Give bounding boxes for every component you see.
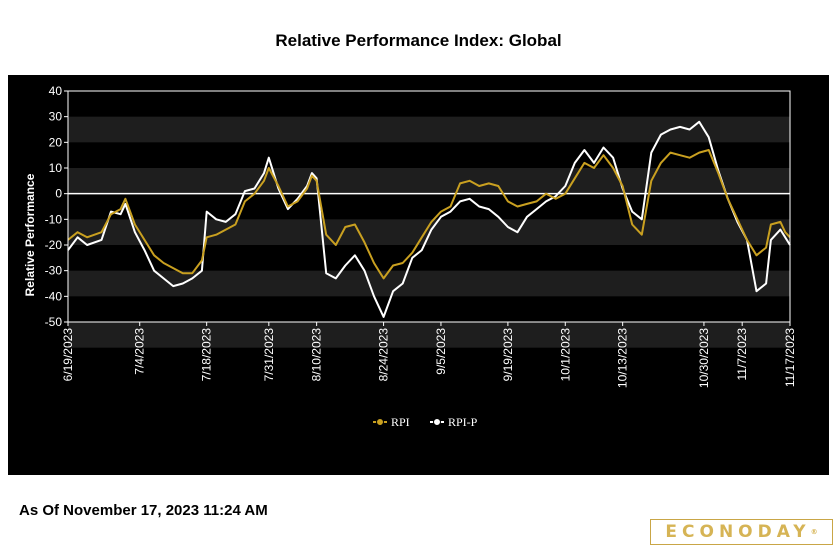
y-tick-label: -50 xyxy=(45,315,63,329)
x-tick-label: 9/19/2023 xyxy=(501,328,515,382)
x-tick-label: 9/5/2023 xyxy=(434,328,448,375)
plot-frame xyxy=(67,90,791,323)
econoday-logo: ECONODAY ® xyxy=(650,519,833,545)
y-tick-label: 20 xyxy=(49,135,63,149)
x-tick-label: 11/17/2023 xyxy=(783,328,797,387)
grid-band xyxy=(68,270,790,297)
chart-legend: RPI RPI-P xyxy=(373,415,478,429)
legend-label-rpi-p: RPI-P xyxy=(448,415,478,429)
series-line-rpi-p xyxy=(67,120,791,318)
y-tick-label: -30 xyxy=(45,264,63,278)
x-tick-label: 6/19/2023 xyxy=(61,328,75,382)
chart-panel: 40 30 20 10 0 -10 -20 -30 -40 -50 6/19/2023 7/4/202… xyxy=(8,75,833,545)
y-tick-label: 0 xyxy=(55,187,62,201)
grid-band xyxy=(68,219,790,245)
x-tick-label: 11/7/2023 xyxy=(735,328,749,381)
legend-marker-rpi xyxy=(376,418,384,426)
grid-band xyxy=(68,322,790,348)
logo-registered-mark: ® xyxy=(810,528,818,536)
y-tick-label: -10 xyxy=(45,212,63,226)
x-tick-label: 10/13/2023 xyxy=(616,328,630,388)
logo-text: ECONODAY xyxy=(665,522,811,542)
grid-band xyxy=(68,116,790,143)
series-line-rpi xyxy=(67,149,791,280)
legend-marker-rpi-p xyxy=(433,418,441,426)
as-of-timestamp: As Of November 17, 2023 11:24 AM xyxy=(19,502,268,519)
legend-label-rpi: RPI xyxy=(391,415,410,429)
x-tick-label: 8/24/2023 xyxy=(377,328,391,382)
y-tick-label: 10 xyxy=(49,161,63,175)
y-tick-label: -40 xyxy=(45,289,63,303)
grid-band xyxy=(68,168,790,194)
y-axis-label: Relative Performance xyxy=(23,173,37,296)
y-tick-label: -20 xyxy=(45,238,63,252)
y-tick-label: 40 xyxy=(49,84,63,98)
x-tick-label: 8/10/2023 xyxy=(310,328,324,382)
x-tick-label: 7/4/2023 xyxy=(133,328,147,375)
x-tick-label: 7/31/2023 xyxy=(262,328,276,382)
x-tick-label: 7/18/2023 xyxy=(200,328,214,382)
y-tick-label: 30 xyxy=(49,110,63,124)
x-tick-label: 10/1/2023 xyxy=(558,328,572,382)
chart-svg: 40 30 20 10 0 -10 -20 -30 -40 -506/19/2023 7/4/202… xyxy=(23,84,797,429)
chart-title: Relative Performance Index: Global xyxy=(275,31,562,50)
x-tick-label: 10/30/2023 xyxy=(697,328,711,388)
